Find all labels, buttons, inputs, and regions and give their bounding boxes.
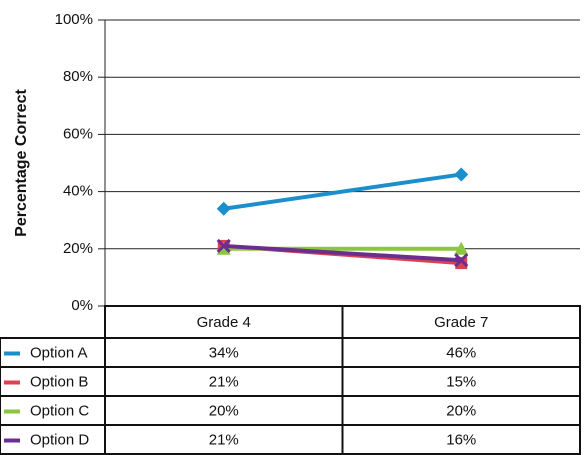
y-tick-label: 80% — [63, 68, 93, 85]
table-cell: 46% — [446, 344, 476, 361]
table-cell: 20% — [209, 402, 239, 419]
y-tick-label: 60% — [63, 125, 93, 142]
legend-label: Option D — [30, 431, 89, 448]
marker — [454, 253, 469, 268]
y-tick-label: 40% — [63, 183, 93, 200]
legend-label: Option B — [30, 373, 88, 390]
line — [223, 243, 462, 263]
column-header: Grade 4 — [197, 314, 251, 331]
table-cell: 16% — [446, 431, 476, 448]
line — [223, 172, 462, 211]
table-cell: 20% — [446, 402, 476, 419]
table-cell: 15% — [446, 373, 476, 390]
legend-label: Option A — [30, 344, 88, 361]
y-tick-label: 100% — [55, 11, 93, 28]
marker — [216, 201, 231, 216]
marker — [216, 238, 231, 254]
y-axis-label: Percentage Correct — [13, 89, 30, 237]
column-header: Grade 7 — [434, 314, 488, 331]
y-tick-label: 0% — [71, 297, 93, 314]
table-cell: 21% — [209, 431, 239, 448]
y-tick-label: 20% — [63, 240, 93, 257]
legend-label: Option C — [30, 402, 89, 419]
marker — [454, 167, 469, 182]
marker — [454, 241, 469, 255]
table-cell: 34% — [209, 344, 239, 361]
table-cell: 21% — [209, 373, 239, 390]
